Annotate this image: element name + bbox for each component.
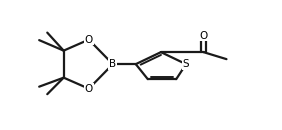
Text: S: S: [183, 59, 189, 69]
Text: O: O: [85, 84, 93, 94]
Text: O: O: [199, 31, 208, 41]
Text: O: O: [85, 35, 93, 45]
Text: B: B: [109, 59, 116, 69]
